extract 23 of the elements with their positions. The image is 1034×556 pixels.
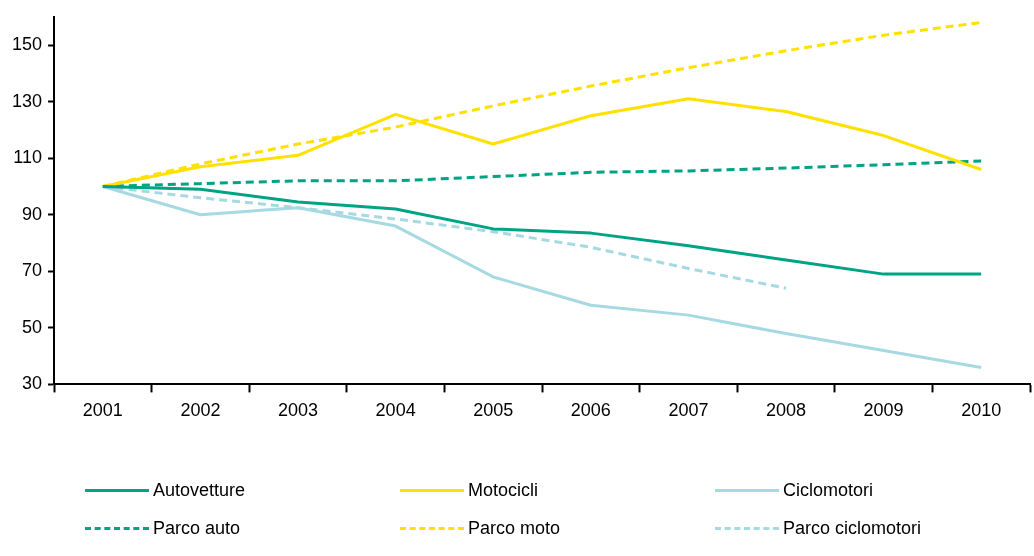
x-tick-label: 2006 [570, 400, 611, 421]
x-tick-label: 2003 [278, 400, 319, 421]
y-tick-label: 130 [11, 90, 43, 111]
legend-label: Parco moto [468, 517, 561, 539]
x-tick-label: 2005 [473, 400, 514, 421]
x-tick-label: 2001 [82, 400, 123, 421]
x-tick-label: 2002 [180, 400, 221, 421]
legend-label: Parco ciclomotori [783, 517, 922, 539]
legend-label: Motocicli [468, 479, 539, 501]
legend-label: Ciclomotori [783, 479, 874, 501]
y-tick-label: 70 [22, 260, 43, 281]
legend-label: Parco auto [153, 517, 241, 539]
x-tick-label: 2007 [668, 400, 709, 421]
x-tick-label: 2004 [375, 400, 416, 421]
y-tick-label: 50 [22, 316, 43, 337]
y-tick-label: 110 [13, 147, 43, 168]
y-tick-label: 90 [22, 203, 43, 224]
y-tick-label: 30 [22, 373, 43, 394]
x-tick-label: 2008 [765, 400, 807, 421]
y-tick-label: 150 [11, 34, 43, 55]
legend-label: Autovetture [153, 479, 246, 501]
x-tick-label: 2009 [863, 400, 904, 421]
x-tick-label: 2010 [961, 400, 1002, 421]
